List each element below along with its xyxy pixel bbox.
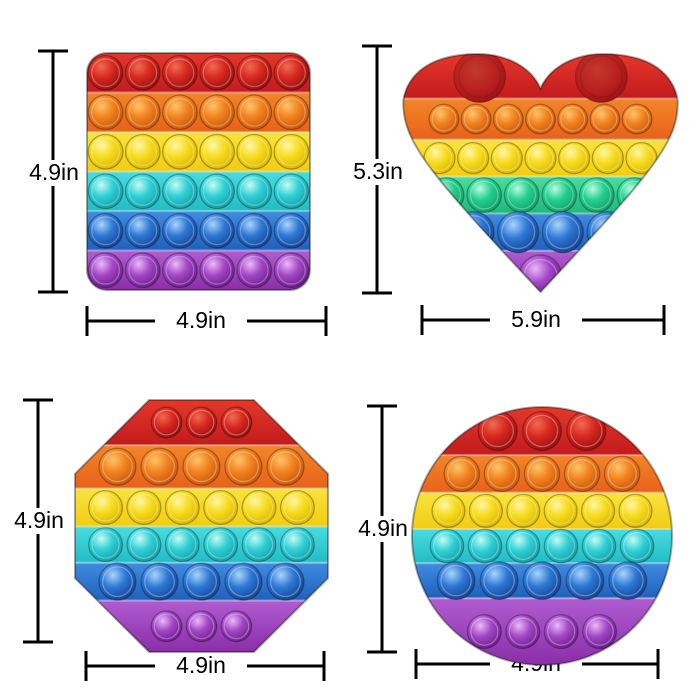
svg-text:5.9in: 5.9in [511, 306, 561, 332]
svg-text:4.9in: 4.9in [358, 515, 408, 541]
svg-text:4.9in: 4.9in [14, 507, 64, 533]
svg-text:4.9in: 4.9in [176, 307, 226, 333]
svg-text:5.3in: 5.3in [353, 158, 403, 184]
svg-text:4.9in: 4.9in [29, 159, 79, 185]
svg-text:4.9in: 4.9in [176, 652, 226, 678]
